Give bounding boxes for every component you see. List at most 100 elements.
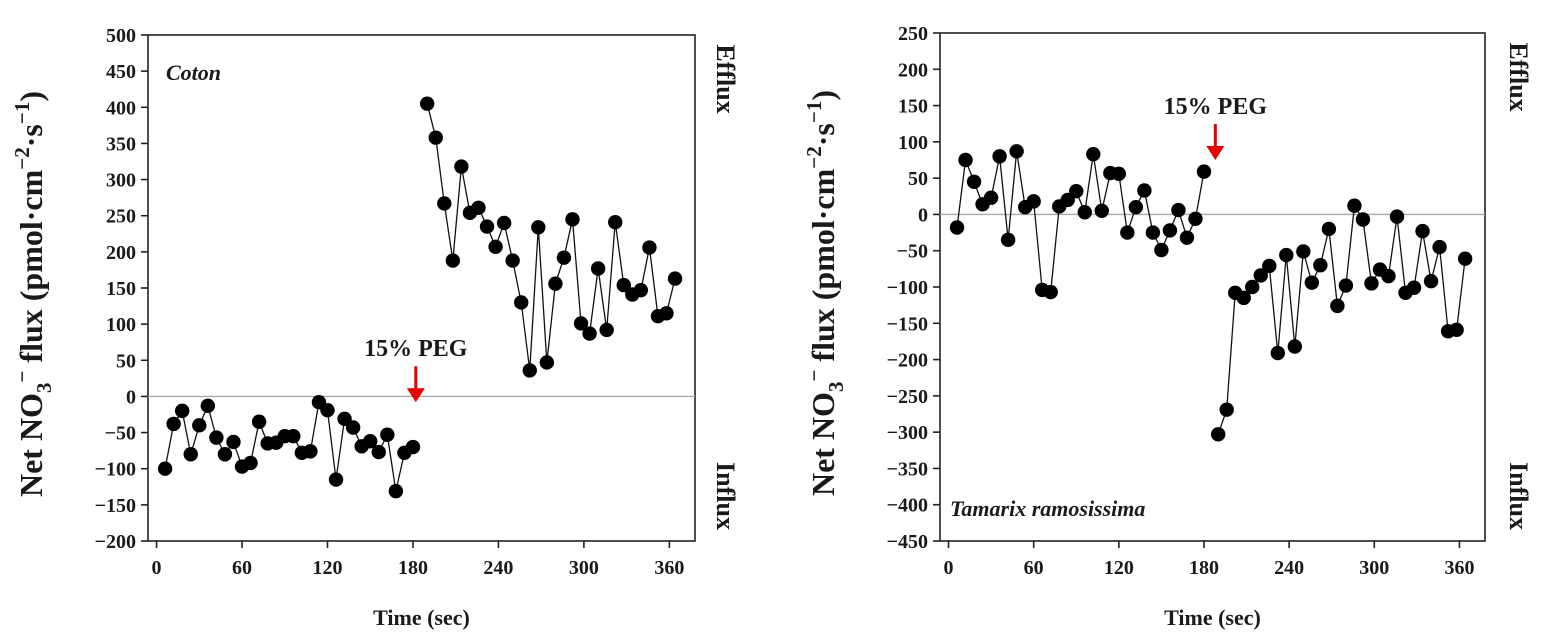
plot-frame xyxy=(147,34,696,542)
efflux-label: Efflux xyxy=(711,44,740,113)
data-point xyxy=(667,271,683,286)
y-tick-label: −100 xyxy=(95,459,136,481)
data-point xyxy=(616,277,631,293)
data-point xyxy=(548,276,563,291)
y-tick-label: −200 xyxy=(887,350,928,372)
x-tick-label: 360 xyxy=(1444,557,1474,579)
data-point xyxy=(608,215,623,230)
data-point xyxy=(488,239,503,254)
series-line xyxy=(426,103,676,371)
y-tick-label: −450 xyxy=(887,531,928,553)
y-tick-label: −150 xyxy=(887,313,928,335)
y-tick-label: −350 xyxy=(887,458,928,480)
y-tick-label: 250 xyxy=(898,23,928,45)
panel-title: Coton xyxy=(166,60,221,85)
data-point xyxy=(328,472,344,487)
data-point xyxy=(1245,279,1260,295)
data-point xyxy=(1162,223,1178,238)
data-point xyxy=(1406,280,1422,295)
data-point xyxy=(217,447,233,462)
x-axis-label: Time (sec) xyxy=(1164,605,1261,630)
data-point xyxy=(599,322,614,338)
x-tick-label: 240 xyxy=(483,557,513,579)
data-point xyxy=(1043,284,1058,300)
y-tick-label: 200 xyxy=(898,59,928,81)
data-point xyxy=(1137,183,1152,198)
data-point xyxy=(590,261,606,276)
data-point xyxy=(1069,184,1084,199)
y-tick-label: 250 xyxy=(106,206,136,228)
y-tick-label: 450 xyxy=(106,61,136,83)
y-axis-label: Net NO3− flux (pmol·cm−2·s−1) xyxy=(802,90,848,496)
data-point xyxy=(1111,166,1127,181)
data-point xyxy=(445,253,461,268)
data-point xyxy=(1296,244,1311,259)
x-axis-label: Time (sec) xyxy=(373,605,470,630)
y-tick-label: −100 xyxy=(887,277,928,299)
data-point xyxy=(209,430,224,445)
x-tick-label: 300 xyxy=(569,557,599,579)
y-tick-label: 0 xyxy=(918,204,928,226)
x-tick-label: 60 xyxy=(232,557,252,579)
y-tick-label: 50 xyxy=(908,168,928,190)
peg-arrow-head xyxy=(406,388,425,403)
y-tick-label: −300 xyxy=(887,422,928,444)
series-line xyxy=(956,151,1205,293)
data-point xyxy=(966,174,982,189)
data-point xyxy=(1094,203,1109,218)
data-point xyxy=(405,439,421,455)
data-point xyxy=(437,196,452,211)
data-point xyxy=(1086,146,1101,162)
data-point xyxy=(539,355,555,370)
data-point xyxy=(1026,194,1041,209)
data-point xyxy=(949,220,965,235)
data-point xyxy=(1219,402,1234,417)
data-point xyxy=(1128,199,1144,215)
data-point xyxy=(363,434,378,449)
y-tick-label: 150 xyxy=(898,96,928,118)
y-tick-label: 200 xyxy=(106,242,136,264)
data-point xyxy=(1077,205,1092,220)
data-point xyxy=(958,152,973,168)
data-point xyxy=(505,253,520,268)
y-tick-label: −150 xyxy=(95,495,136,517)
data-point xyxy=(388,483,404,499)
data-point xyxy=(243,455,258,471)
data-point xyxy=(531,220,546,235)
data-point xyxy=(1364,276,1379,291)
peg-arrow-head xyxy=(1206,146,1225,160)
data-point xyxy=(1154,242,1169,258)
data-point xyxy=(556,250,572,265)
data-point xyxy=(1145,225,1161,240)
x-tick-label: 120 xyxy=(312,557,342,579)
data-point xyxy=(1347,198,1362,213)
y-tick-label: −400 xyxy=(887,495,928,517)
data-point xyxy=(471,200,486,215)
data-point xyxy=(1389,209,1405,224)
data-point xyxy=(1179,230,1195,245)
y-tick-label: 100 xyxy=(898,132,928,154)
data-point xyxy=(320,402,335,418)
efflux-label: Efflux xyxy=(1504,42,1533,111)
data-point xyxy=(157,461,173,476)
y-tick-label: 300 xyxy=(106,170,136,192)
x-tick-label: 60 xyxy=(1024,557,1044,579)
y-tick-label: 100 xyxy=(106,314,136,336)
data-point xyxy=(380,427,395,442)
data-point xyxy=(454,159,469,174)
data-point xyxy=(1423,273,1439,289)
influx-label: Influx xyxy=(711,462,740,530)
data-point xyxy=(1188,211,1203,226)
data-point xyxy=(1313,258,1328,273)
data-point xyxy=(286,428,301,444)
data-point xyxy=(1236,290,1251,306)
y-tick-label: 50 xyxy=(116,350,136,372)
data-point xyxy=(582,326,597,341)
data-point xyxy=(1321,221,1337,237)
data-point xyxy=(1120,225,1135,240)
data-point xyxy=(992,149,1007,164)
data-point xyxy=(1355,212,1371,227)
data-point xyxy=(345,420,361,435)
y-tick-label: 0 xyxy=(126,386,136,408)
data-point xyxy=(1432,239,1447,255)
